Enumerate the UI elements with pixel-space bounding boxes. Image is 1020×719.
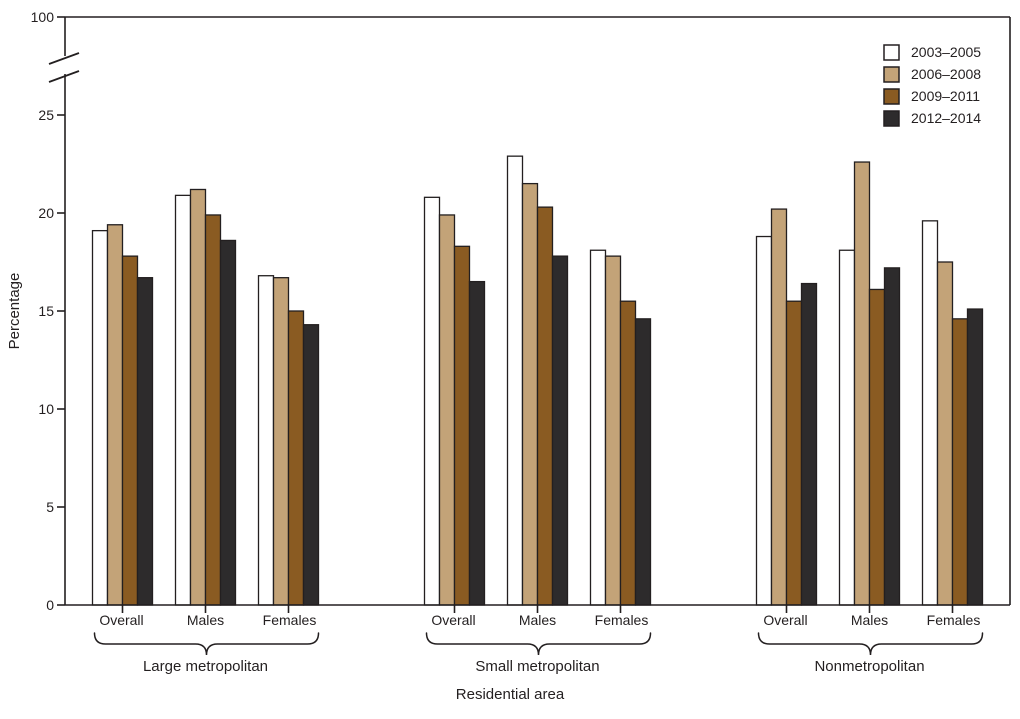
y-tick-label-0: 0 [46, 597, 54, 613]
legend-swatch-2003–2005 [883, 44, 900, 61]
bar-Large metropolitan-Females-2003–2005 [257, 275, 275, 606]
bar-Small metropolitan-Females-2003–2005 [589, 249, 607, 606]
bar-Small metropolitan-Females-2009–2011 [619, 300, 637, 606]
y-tick-label-5: 5 [46, 499, 54, 515]
bar-Nonmetropolitan-Males-2012–2014 [883, 267, 901, 606]
subcat-label-sm-overall: Overall [431, 612, 476, 628]
subcat-label-sm-females: Females [594, 612, 649, 628]
group-label-nonmetropolitan: Nonmetropolitan [814, 658, 925, 675]
axis-break-slash-top [48, 52, 80, 65]
subcat-label-lm-females: Females [262, 612, 317, 628]
bar-Nonmetropolitan-Males-2003–2005 [838, 249, 856, 606]
subcat-label-sm-males: Males [518, 612, 557, 628]
bar-Small metropolitan-Males-2006–2008 [521, 182, 539, 606]
legend-swatch-2012–2014 [883, 110, 900, 127]
subcat-label-nm-females: Females [926, 612, 981, 628]
bar-Small metropolitan-Overall-2003–2005 [423, 196, 441, 606]
bar-Nonmetropolitan-Overall-2009–2011 [785, 300, 803, 606]
bar-Small metropolitan-Females-2012–2014 [634, 318, 652, 606]
bar-Nonmetropolitan-Overall-2003–2005 [755, 235, 773, 606]
bar-Large metropolitan-Males-2009–2011 [204, 214, 222, 606]
bar-Large metropolitan-Females-2012–2014 [302, 324, 320, 606]
bar-Large metropolitan-Males-2012–2014 [219, 239, 237, 606]
y-tick-label-20: 20 [38, 205, 54, 221]
bar-Nonmetropolitan-Females-2009–2011 [951, 318, 969, 606]
group-label-small-metropolitan: Small metropolitan [475, 658, 600, 675]
bar-Nonmetropolitan-Females-2006–2008 [936, 261, 954, 606]
bar-Small metropolitan-Overall-2012–2014 [468, 280, 486, 606]
bar-Large metropolitan-Overall-2006–2008 [106, 224, 124, 606]
y-tick-label-25: 25 [38, 107, 54, 123]
brace-Large metropolitan [93, 632, 320, 656]
legend-label-2009-2011: 2009–2011 [911, 88, 981, 104]
group-label-large-metropolitan: Large metropolitan [142, 658, 269, 675]
subcat-label-lm-males: Males [186, 612, 225, 628]
subcat-label-lm-overall: Overall [99, 612, 144, 628]
bar-Small metropolitan-Females-2006–2008 [604, 255, 622, 606]
bar-Large metropolitan-Males-2006–2008 [189, 188, 207, 606]
bar-Large metropolitan-Males-2003–2005 [174, 194, 192, 606]
bar-Large metropolitan-Overall-2003–2005 [91, 229, 109, 606]
axis-break-slash-bottom [48, 70, 80, 83]
bar-Nonmetropolitan-Overall-2006–2008 [770, 208, 788, 606]
legend-label-2003-2005: 2003–2005 [911, 44, 982, 60]
bar-Large metropolitan-Overall-2012–2014 [136, 277, 154, 606]
bar-Large metropolitan-Overall-2009–2011 [121, 255, 139, 606]
bar-Nonmetropolitan-Females-2003–2005 [921, 220, 939, 606]
y-tick-label-10: 10 [38, 401, 54, 417]
bar-Small metropolitan-Overall-2009–2011 [453, 245, 471, 606]
bar-Large metropolitan-Females-2006–2008 [272, 277, 290, 606]
x-axis-title: Residential area [455, 686, 565, 703]
bar-Large metropolitan-Females-2009–2011 [287, 310, 305, 606]
bar-Nonmetropolitan-Females-2012–2014 [966, 308, 984, 606]
y-tick-label-15: 15 [38, 303, 54, 319]
bar-Nonmetropolitan-Males-2006–2008 [853, 161, 871, 606]
legend-swatch-2006–2008 [883, 66, 900, 83]
legend-label-2012-2014: 2012–2014 [911, 110, 982, 126]
subcat-label-nm-males: Males [850, 612, 889, 628]
legend-swatch-2009–2011 [883, 88, 900, 105]
subcat-label-nm-overall: Overall [763, 612, 808, 628]
bar-Small metropolitan-Males-2012–2014 [551, 255, 569, 606]
y-axis-title: Percentage [6, 272, 23, 350]
legend-label-2006-2008: 2006–2008 [911, 66, 982, 82]
y-tick-label-100: 100 [30, 9, 54, 25]
bar-Small metropolitan-Males-2009–2011 [536, 206, 554, 606]
bar-Nonmetropolitan-Males-2009–2011 [868, 288, 886, 606]
bar-Small metropolitan-Overall-2006–2008 [438, 214, 456, 606]
brace-Nonmetropolitan [757, 632, 984, 656]
bar-Small metropolitan-Males-2003–2005 [506, 155, 524, 606]
brace-Small metropolitan [425, 632, 652, 656]
bar-Nonmetropolitan-Overall-2012–2014 [800, 282, 818, 606]
